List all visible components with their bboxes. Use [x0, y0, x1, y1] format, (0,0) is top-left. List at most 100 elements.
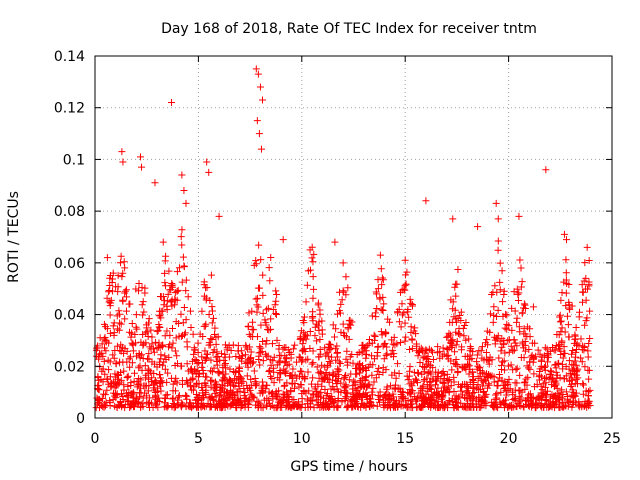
data-point — [338, 296, 346, 304]
data-point — [363, 341, 371, 349]
data-point — [300, 333, 308, 341]
data-point — [521, 347, 529, 355]
data-point — [392, 374, 400, 382]
data-point-peak — [178, 171, 186, 179]
data-point — [220, 374, 228, 382]
data-point — [214, 403, 222, 411]
y-tick-label: 0.04 — [54, 308, 85, 324]
data-point — [188, 367, 196, 375]
data-point — [323, 401, 331, 409]
data-point — [318, 382, 326, 390]
data-point — [157, 355, 165, 363]
data-point — [144, 387, 152, 395]
data-point — [171, 362, 179, 370]
data-point — [173, 296, 181, 304]
data-point-peak — [168, 99, 176, 107]
data-point — [175, 320, 183, 328]
data-point — [318, 330, 326, 338]
data-point — [173, 268, 181, 276]
data-point — [434, 343, 442, 351]
data-point — [429, 348, 437, 356]
data-point-peak — [560, 230, 568, 238]
y-tick-label: 0.12 — [54, 101, 85, 117]
data-point — [110, 329, 118, 337]
data-point — [449, 305, 457, 313]
data-point — [346, 316, 354, 324]
data-point — [497, 388, 505, 396]
data-point — [309, 390, 317, 398]
data-point — [399, 402, 407, 410]
data-point — [250, 367, 258, 375]
data-point-peak — [401, 256, 409, 264]
data-point — [163, 327, 171, 335]
data-point — [152, 401, 160, 409]
data-point — [501, 381, 509, 389]
data-point — [236, 395, 244, 403]
data-point — [131, 331, 139, 339]
data-point — [533, 380, 541, 388]
data-point — [405, 389, 413, 397]
data-point — [139, 394, 147, 402]
axis-ticks — [94, 55, 613, 419]
data-point — [247, 375, 255, 383]
data-point-peak — [515, 212, 523, 220]
data-point — [265, 388, 273, 396]
data-point — [123, 293, 131, 301]
data-point — [508, 388, 516, 396]
data-point — [556, 313, 564, 321]
data-point — [270, 368, 278, 376]
data-point — [175, 264, 183, 272]
data-point — [364, 381, 372, 389]
data-point — [344, 284, 352, 292]
data-point — [411, 392, 419, 400]
data-point — [342, 382, 350, 390]
data-point — [353, 391, 361, 399]
data-point — [98, 349, 106, 357]
data-point — [247, 332, 255, 340]
data-point — [202, 382, 210, 390]
data-point — [490, 303, 498, 311]
data-point — [169, 380, 177, 388]
data-point — [168, 324, 176, 332]
data-point — [202, 373, 209, 381]
data-point — [350, 377, 358, 385]
data-point — [246, 343, 254, 351]
data-point — [494, 306, 502, 314]
data-point — [541, 344, 549, 352]
data-point — [156, 371, 164, 379]
data-point — [200, 292, 208, 300]
data-point — [403, 403, 411, 411]
data-point — [178, 380, 186, 388]
data-point — [478, 368, 486, 376]
data-point — [520, 300, 528, 308]
data-point — [526, 397, 534, 405]
data-point — [261, 316, 269, 324]
data-point — [97, 375, 105, 383]
data-point — [379, 307, 387, 315]
plot-frame — [94, 55, 613, 419]
data-point — [444, 400, 452, 408]
data-point — [173, 401, 181, 409]
data-point — [109, 269, 117, 277]
data-point — [465, 362, 473, 370]
data-point — [454, 266, 462, 274]
data-point — [211, 324, 219, 332]
data-point — [355, 360, 363, 368]
data-point — [311, 323, 319, 331]
data-point — [298, 347, 306, 355]
data-point — [142, 329, 150, 337]
data-point — [121, 289, 129, 297]
data-point — [452, 280, 460, 288]
data-point — [462, 336, 470, 344]
data-point — [506, 385, 514, 393]
data-point — [439, 344, 447, 352]
data-point — [156, 323, 164, 331]
data-point — [404, 396, 412, 404]
data-point — [94, 385, 102, 393]
data-point — [494, 381, 502, 389]
data-point — [289, 345, 297, 353]
data-point — [249, 318, 257, 326]
data-point — [460, 403, 468, 411]
data-point — [558, 337, 566, 345]
data-point — [384, 315, 392, 323]
